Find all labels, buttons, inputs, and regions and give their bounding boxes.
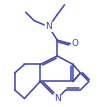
- Text: N: N: [54, 94, 61, 103]
- Text: N: N: [45, 22, 52, 31]
- Text: O: O: [72, 39, 79, 48]
